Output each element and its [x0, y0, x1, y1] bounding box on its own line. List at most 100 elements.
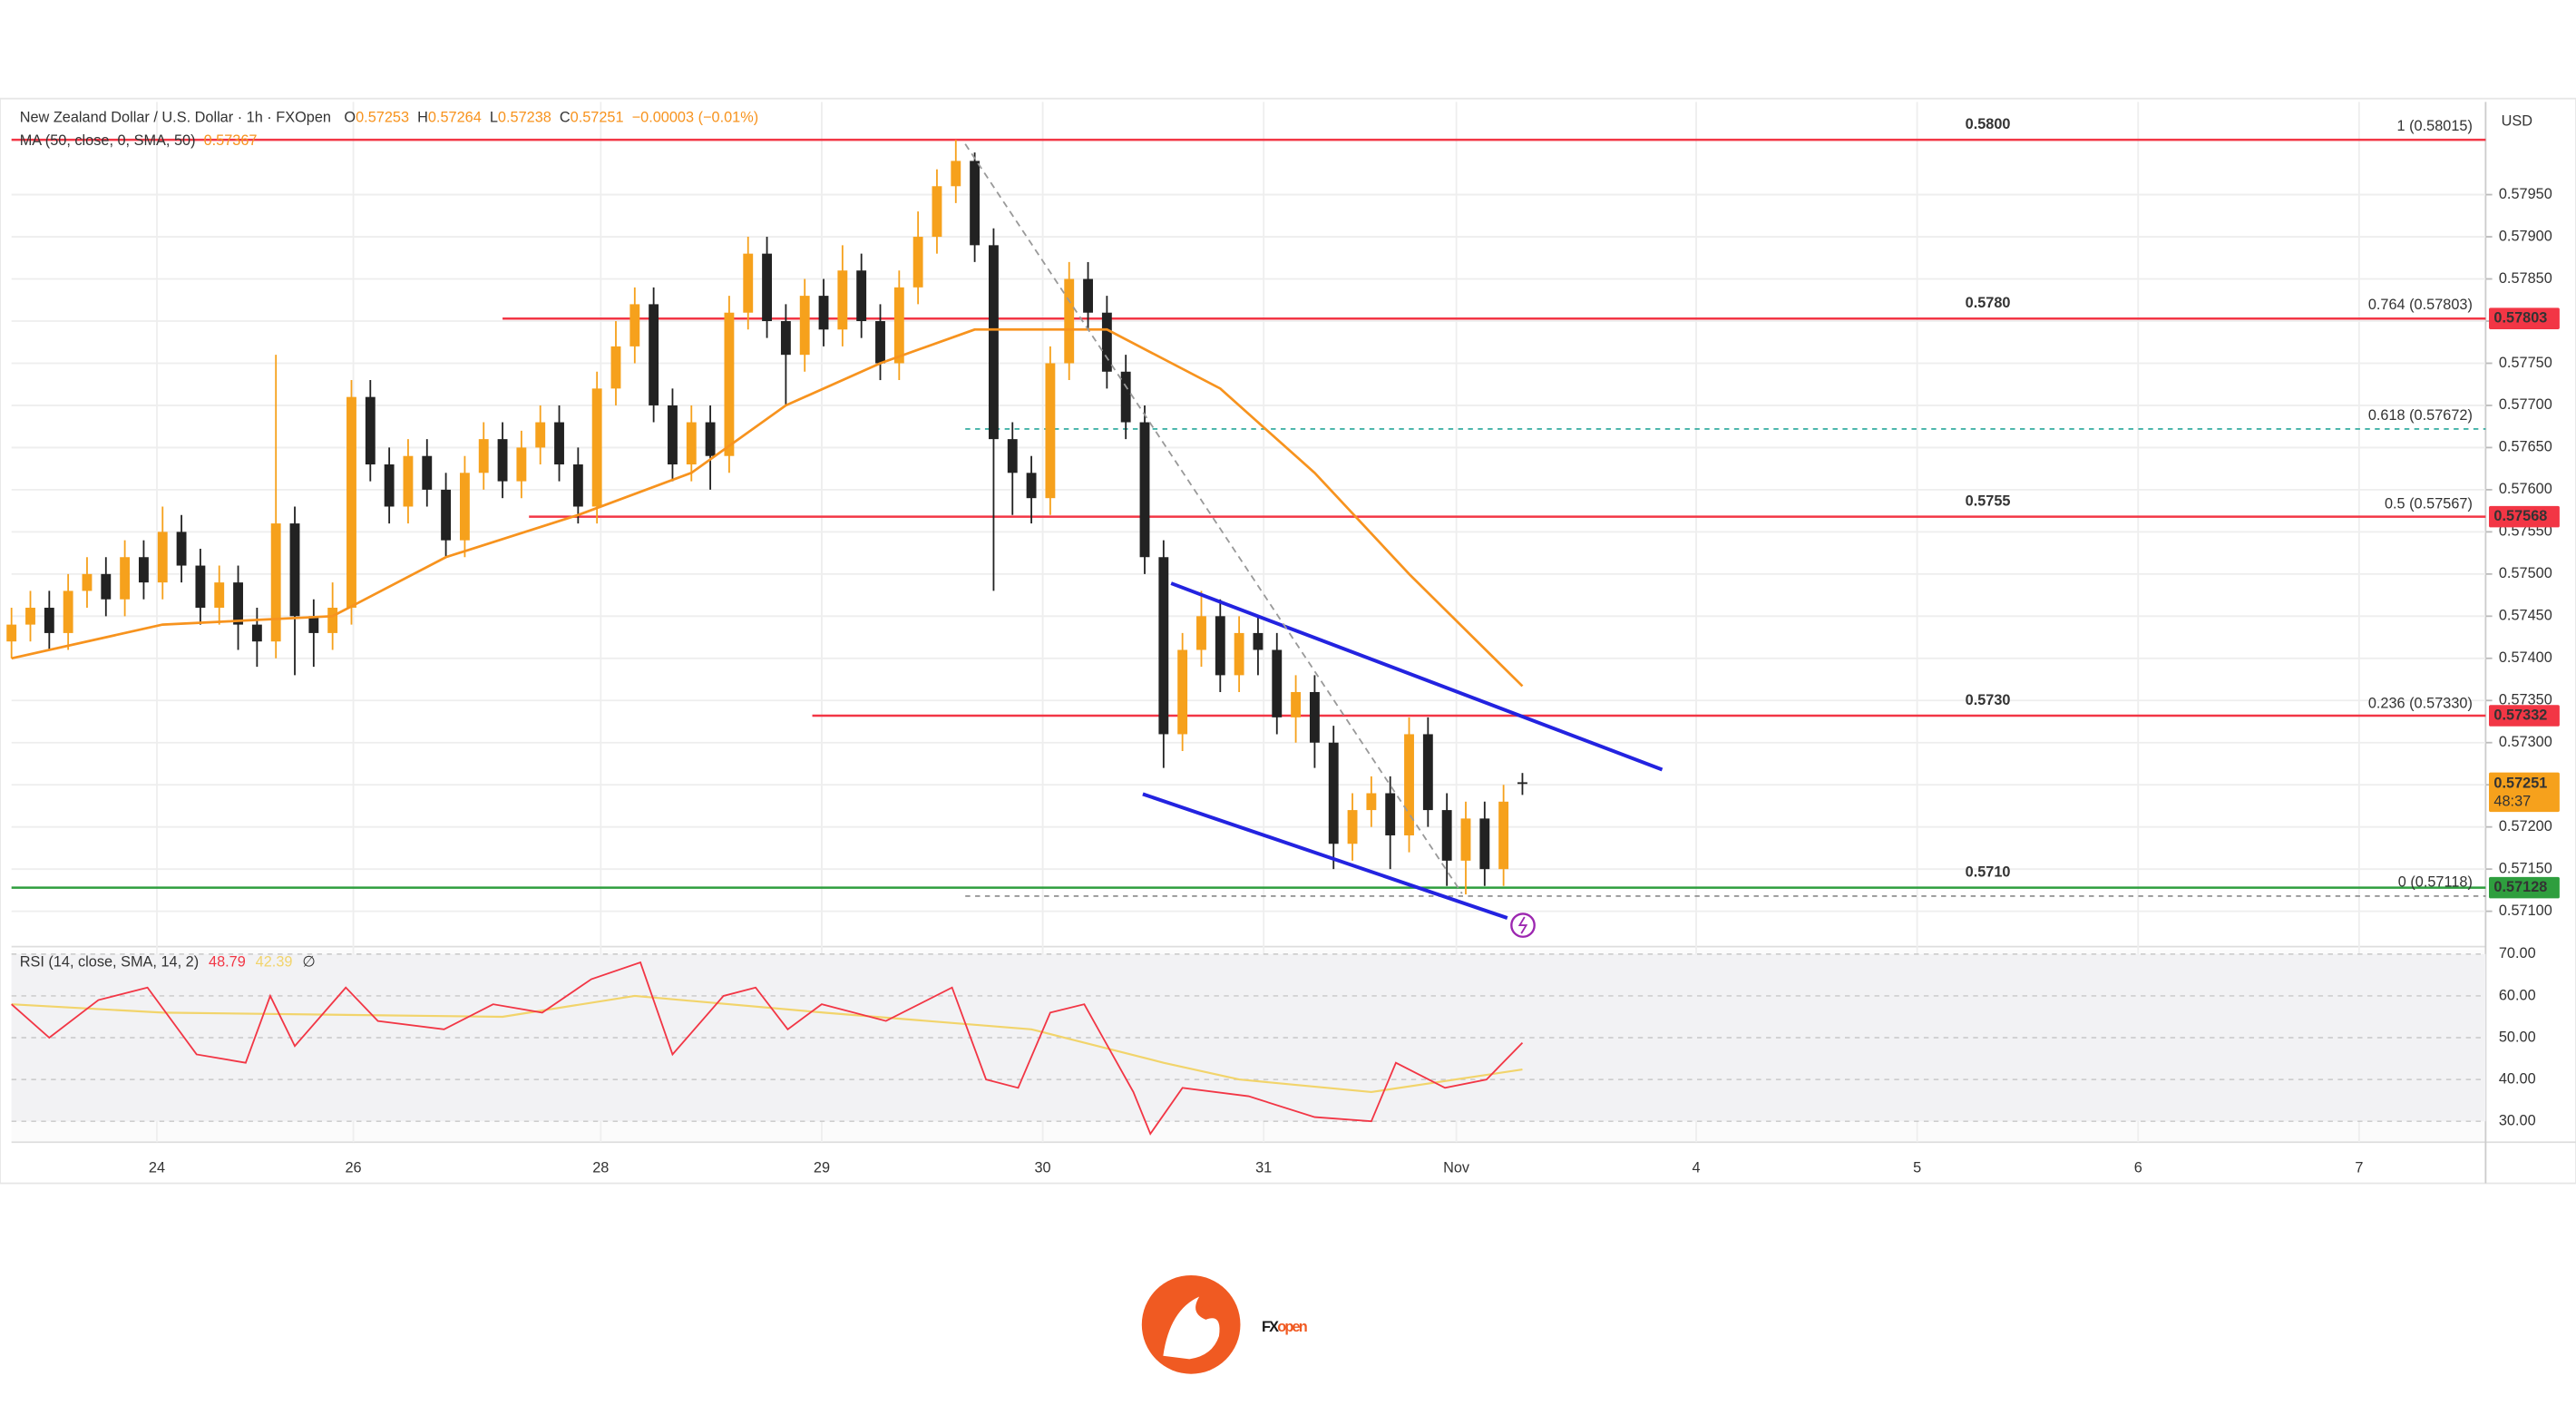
candle-body	[724, 312, 735, 456]
candle-body	[139, 557, 149, 583]
price-badge-label: 0.57332	[2493, 707, 2547, 723]
ma-legend-name: MA (50, close, 0, SMA, 50)	[20, 132, 196, 149]
candle-body	[1234, 632, 1244, 676]
candle-body	[629, 304, 640, 346]
channel-line	[1170, 581, 1664, 772]
candle-body	[951, 161, 961, 187]
level-name: 0.5800	[1966, 116, 2011, 132]
fib-label: 0.764 (0.57803)	[2368, 297, 2473, 313]
rsi-tick-label: 50.00	[2499, 1029, 2536, 1045]
candle-body	[403, 455, 414, 507]
candle-body	[120, 557, 131, 600]
rsi-legend-symbol: ∅	[302, 954, 315, 971]
candle-body	[1460, 818, 1471, 861]
x-tick-label: 24	[149, 1160, 165, 1176]
rsi-tick-label: 70.00	[2499, 945, 2536, 961]
candle-body	[610, 346, 621, 389]
candle-body	[1291, 691, 1302, 717]
y-tick-label: 0.57600	[2499, 481, 2552, 497]
candle-body	[214, 582, 225, 609]
ma-legend: MA (50, close, 0, SMA, 50) 0.57367	[20, 132, 258, 149]
candle-body	[195, 565, 206, 609]
candle-body	[1422, 734, 1433, 811]
candle-body	[1045, 363, 1056, 499]
candle-body	[743, 253, 754, 313]
candle-body	[157, 532, 168, 583]
change-value: −0.00003 (−0.01%)	[632, 110, 759, 126]
candle-body	[516, 447, 527, 482]
alert-bolt	[1517, 916, 1528, 934]
x-tick-label: 30	[1035, 1160, 1051, 1176]
candle-body	[705, 422, 716, 456]
x-tick-label: 31	[1255, 1160, 1272, 1176]
ohlc-value: 0.57264	[428, 110, 482, 126]
x-tick-label: 5	[1913, 1160, 1921, 1176]
candle-body	[780, 320, 791, 356]
candle-body	[6, 624, 17, 642]
price-badge-label: 0.57128	[2493, 879, 2547, 895]
y-tick-label: 0.57950	[2499, 186, 2552, 202]
channel-line	[1142, 792, 1508, 920]
candle-body	[572, 464, 583, 507]
candle-body	[1385, 793, 1396, 835]
candle-body	[251, 624, 262, 642]
candle-body	[1517, 782, 1527, 785]
fib-label: 1 (0.58015)	[2397, 118, 2473, 134]
rsi-legend: RSI (14, close, SMA, 14, 2) 48.79 42.39 ∅	[20, 954, 316, 971]
candle-body	[762, 253, 772, 321]
candle-body	[1479, 818, 1490, 870]
y-tick-label: 0.57350	[2499, 692, 2552, 708]
candle-body	[1272, 649, 1283, 717]
x-tick-label: 28	[592, 1160, 609, 1176]
x-tick-label: 29	[814, 1160, 830, 1176]
candle-body	[1083, 278, 1093, 313]
candle-body	[384, 464, 395, 507]
candle-body	[63, 590, 73, 633]
ohlc-key: C	[560, 110, 571, 126]
ohlc-key: L	[490, 110, 498, 126]
level-name: 0.5780	[1966, 295, 2011, 311]
logo-icon-shape	[1163, 1296, 1220, 1360]
rsi-tick-label: 30.00	[2499, 1113, 2536, 1129]
candle-body	[554, 422, 564, 465]
fib-label: 0.5 (0.57567)	[2385, 495, 2473, 512]
ohlc-value: 0.57251	[571, 110, 624, 126]
fxopen-logo: FXopen	[1141, 1274, 1309, 1374]
y-tick-label: 0.57150	[2499, 860, 2552, 876]
candle-body	[478, 439, 489, 473]
candle-body	[1026, 473, 1037, 499]
logo-open: open	[1277, 1319, 1307, 1335]
price-badge-label: 0.57803	[2493, 310, 2547, 327]
rsi-tick-label: 40.00	[2499, 1070, 2536, 1087]
ohlc-key: H	[417, 110, 428, 126]
candle-body	[668, 405, 678, 465]
y-tick-label: 0.57650	[2499, 439, 2552, 455]
candle-body	[289, 523, 300, 617]
y-tick-label: 0.57700	[2499, 396, 2552, 413]
price-badge	[2489, 705, 2560, 727]
candle-body	[535, 422, 546, 448]
ma-legend-value: 0.57367	[204, 132, 258, 149]
symbol-legend: New Zealand Dollar / U.S. Dollar · 1h · …	[20, 110, 758, 126]
rsi-title: RSI (14, close, SMA, 14, 2)	[20, 954, 199, 971]
candle-body	[308, 616, 319, 633]
fib-label: 0.618 (0.57672)	[2368, 407, 2473, 424]
symbol-name: New Zealand Dollar / U.S. Dollar · 1h · …	[20, 110, 331, 126]
candle-body	[1366, 793, 1377, 811]
candle-body	[837, 270, 848, 330]
y-tick-label: 0.57850	[2499, 270, 2552, 287]
candle-body	[459, 473, 470, 541]
x-tick-label: 4	[1692, 1160, 1700, 1176]
candle-body	[1347, 810, 1358, 844]
y-tick-label: 0.57750	[2499, 355, 2552, 371]
level-name: 0.5710	[1966, 864, 2011, 881]
candle-body	[799, 296, 810, 356]
candle-body	[101, 573, 112, 600]
candle-body	[441, 489, 452, 541]
candle-body	[270, 523, 281, 642]
rsi-tick-label: 60.00	[2499, 987, 2536, 1003]
y-tick-label: 0.57400	[2499, 649, 2552, 666]
logo-icon-eye	[1201, 1304, 1211, 1315]
current-price-badge	[2489, 772, 2560, 813]
y-tick-label: 0.57300	[2499, 734, 2552, 750]
